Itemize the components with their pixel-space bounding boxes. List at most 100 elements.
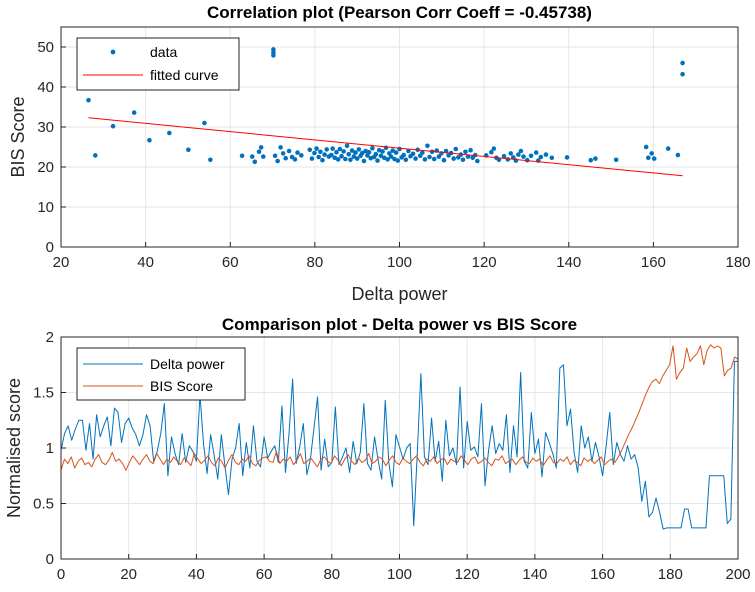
data-point — [239, 153, 245, 159]
data-point — [256, 149, 262, 155]
fitted-curve-line — [88, 117, 683, 177]
data-point — [665, 146, 671, 151]
data-point — [337, 146, 343, 152]
data-point — [202, 120, 207, 126]
data-point — [272, 153, 278, 159]
data-point — [468, 147, 473, 153]
data-point — [361, 158, 367, 164]
data-point — [441, 157, 447, 163]
data-point — [505, 157, 511, 162]
x-tick-label: 120 — [472, 254, 497, 271]
tick-labels: 0 20 40 60 80 100 120 140 160 180 200 0 0.5 1 1.5 2 — [33, 329, 750, 583]
data-point — [680, 71, 685, 77]
chart-title: Comparison plot - Delta power vs BIS Sco… — [222, 315, 577, 334]
legend-label-data: data — [150, 44, 177, 60]
x-tick-label: 140 — [522, 566, 547, 583]
data-point — [588, 157, 594, 163]
data-point — [475, 158, 480, 164]
data-point — [286, 148, 292, 154]
data-point — [410, 151, 416, 157]
bis-score-line — [60, 344, 739, 471]
data-point — [343, 156, 348, 162]
y-tick-label: 1 — [46, 440, 54, 457]
data-point — [380, 149, 385, 154]
data-point — [349, 148, 355, 153]
data-point — [491, 146, 497, 151]
data-point — [533, 150, 539, 155]
legend-label-delta-power: Delta power — [150, 356, 225, 372]
data-point — [167, 130, 172, 136]
legend-label-fitted-curve: fitted curve — [150, 67, 219, 83]
data-point — [283, 155, 288, 161]
data-point — [322, 152, 327, 157]
data-point — [316, 154, 321, 160]
data-point — [344, 143, 350, 149]
y-tick-label: 10 — [37, 199, 54, 216]
data-point — [339, 153, 344, 159]
data-point — [348, 157, 353, 163]
x-tick-label: 140 — [556, 254, 581, 271]
y-tick-label: 1.5 — [33, 385, 54, 402]
data-point — [645, 155, 651, 161]
x-tick-label: 0 — [57, 566, 65, 583]
x-tick-label: 80 — [307, 254, 324, 271]
data-point — [318, 149, 323, 155]
data-point — [353, 150, 358, 155]
legend-box — [76, 37, 240, 91]
data-point — [549, 155, 555, 161]
data-point — [370, 145, 375, 151]
x-tick-label: 200 — [725, 566, 750, 583]
data-point — [334, 149, 339, 155]
data-point — [427, 154, 432, 160]
data-point — [320, 157, 325, 163]
data-point — [375, 158, 380, 163]
x-tick-label: 20 — [53, 254, 70, 271]
x-tick-label: 160 — [641, 254, 666, 271]
y-tick-label: 40 — [37, 79, 54, 96]
data-point — [252, 159, 258, 165]
data-point — [329, 152, 334, 158]
y-tick-label: 0 — [46, 551, 54, 568]
data-point — [92, 153, 98, 158]
data-point — [147, 137, 152, 143]
data-point — [401, 152, 407, 158]
x-tick-label: 100 — [387, 254, 412, 271]
data-point — [508, 151, 514, 156]
y-tick-label: 0.5 — [33, 496, 54, 513]
data-point — [330, 146, 335, 151]
data-point — [463, 149, 468, 155]
data-point — [413, 156, 418, 161]
data-point — [354, 156, 360, 161]
data-point — [406, 148, 411, 154]
data-point — [280, 151, 286, 156]
data-point — [403, 157, 409, 163]
data-point — [359, 150, 365, 156]
correlation-chart: 20 40 60 80 100 120 140 160 180 0 10 20 30 40 50 Corre… — [8, 3, 751, 304]
series-layer — [60, 344, 739, 530]
data-point — [366, 149, 372, 155]
data-point — [593, 156, 598, 161]
data-point — [275, 158, 280, 164]
data-point — [460, 157, 466, 163]
data-point — [511, 155, 516, 160]
data-point — [675, 152, 681, 158]
tick-labels: 20 40 60 80 100 120 140 160 180 0 10 20 30 40 50 — [37, 39, 750, 271]
x-tick-label: 100 — [387, 566, 412, 583]
data-point — [543, 152, 549, 157]
x-tick-label: 160 — [590, 566, 615, 583]
data-point — [307, 147, 313, 153]
data-point — [314, 146, 319, 151]
data-point — [249, 154, 255, 159]
data-point — [516, 152, 521, 157]
legend: data fitted curve — [76, 37, 240, 91]
x-tick-label: 180 — [658, 566, 683, 583]
data-point — [271, 47, 276, 52]
y-tick-label: 0 — [46, 239, 54, 256]
series-layer — [86, 47, 685, 177]
x-axis-label: Delta power — [351, 284, 447, 304]
data-point — [373, 151, 379, 157]
data-point — [186, 147, 191, 153]
data-point — [397, 146, 402, 152]
data-point — [651, 156, 657, 161]
